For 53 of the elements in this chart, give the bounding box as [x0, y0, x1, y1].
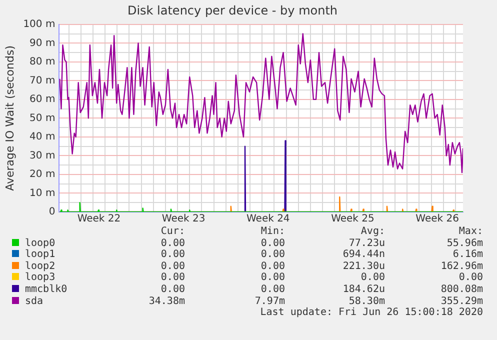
x-tick-label: Week 23 — [162, 214, 206, 225]
text: 58.30m — [348, 296, 385, 307]
x-tick-label: Week 25 — [331, 214, 374, 225]
text: Max: — [458, 226, 483, 238]
y-tick-label: 50 m — [30, 112, 56, 124]
text: 0.00 — [160, 272, 185, 284]
text: 0.00 — [260, 260, 285, 272]
text: 184.62u — [342, 284, 385, 296]
text: 162.96m — [440, 260, 483, 272]
legend-label: mmcblk0 — [24, 284, 68, 296]
y-tick-label: 40 m — [30, 132, 56, 143]
legend-label: loop2 — [24, 260, 56, 272]
x-tick-label: Week 22 — [77, 214, 121, 225]
text: Avg: — [360, 226, 385, 238]
x-tick-label: Week 26 — [416, 214, 459, 225]
legend-label: loop0 — [24, 238, 56, 249]
y-tick-label: 90 m — [30, 38, 56, 49]
y-tick-label: 30 m — [30, 150, 56, 162]
text: 0.00 — [260, 238, 285, 250]
text: 355.29m — [440, 296, 483, 308]
text: 0.00 — [160, 284, 185, 296]
y-tick-label: 60 m — [30, 94, 56, 106]
y-axis-title: Average IO Wait (seconds) — [3, 46, 16, 191]
text: 0.00 — [160, 249, 185, 261]
text: 800.08m — [440, 284, 483, 296]
text: 0.00 — [160, 260, 185, 272]
text: 0.00 — [458, 272, 483, 284]
text: 0.00 — [260, 249, 285, 261]
text: Last update: Fri Jun 26 15:00:18 2020 — [259, 307, 483, 319]
text: 221.30u — [342, 260, 385, 272]
text: 0.00 — [160, 238, 185, 250]
legend-label: loop3 — [24, 272, 56, 284]
text: 55.96m — [446, 238, 483, 250]
text: 77.23u — [348, 238, 385, 250]
text: 0.00 — [260, 284, 285, 296]
text: 0.00 — [360, 272, 385, 284]
text: Cur: — [160, 226, 185, 238]
chart-title: Disk latency per device - by month — [127, 3, 338, 18]
text: 0.00 — [260, 272, 285, 284]
legend-label: loop1 — [24, 249, 56, 261]
text: 7.97m — [254, 296, 285, 308]
y-tick-label: 70 m — [30, 75, 56, 86]
y-tick-label: 0 — [48, 206, 56, 218]
y-tick-label: 100 m — [23, 18, 56, 30]
text: 34.38m — [148, 296, 185, 308]
text: Min: — [260, 226, 285, 238]
y-tick-label: 80 m — [30, 56, 56, 68]
x-tick-label: Week 24 — [246, 214, 290, 225]
y-tick-label: 20 m — [30, 169, 56, 180]
legend-label: sda — [24, 296, 44, 308]
text: 694.44n — [342, 249, 385, 261]
text: 6.16m — [452, 249, 483, 261]
y-tick-label: 10 m — [30, 188, 56, 199]
